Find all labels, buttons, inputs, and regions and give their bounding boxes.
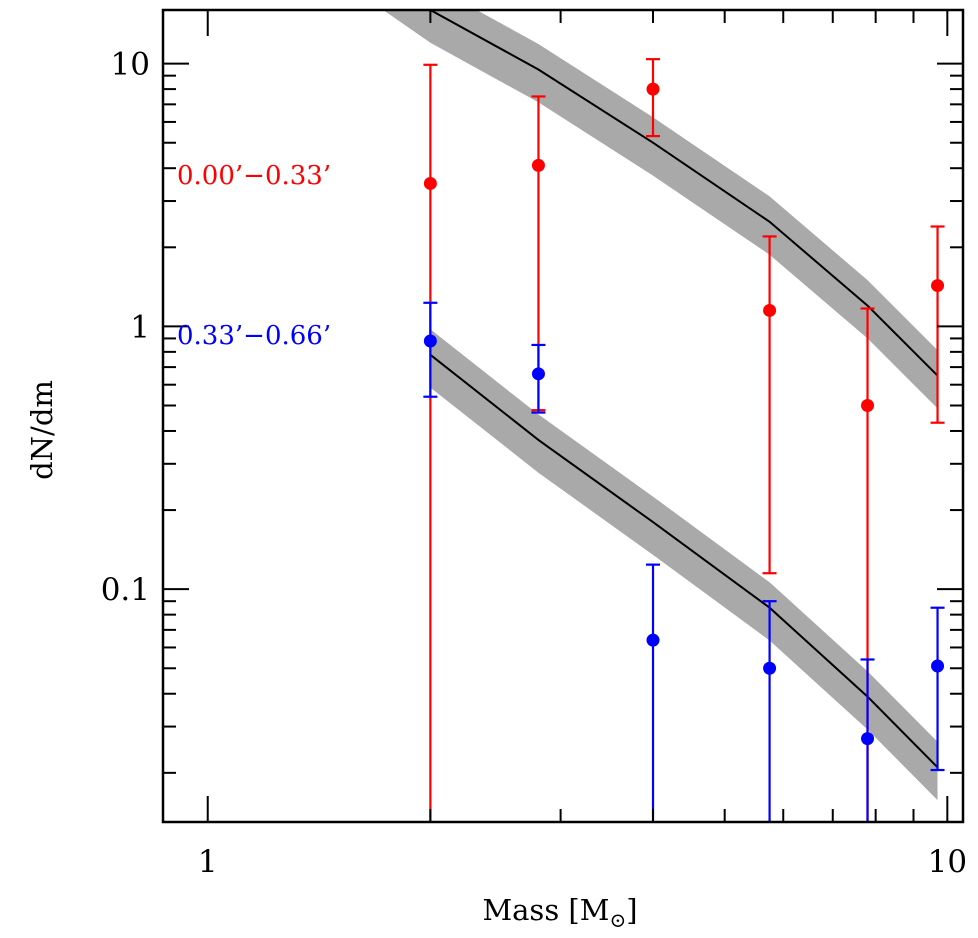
x-axis-label: Mass [M⊙] <box>482 893 637 932</box>
x-tick-label: 10 <box>928 844 967 880</box>
y-tick-label: 10 <box>111 47 150 83</box>
series-label-0: 0.00’−0.33’ <box>177 161 331 191</box>
tick-labels: 1 10 0.1 1 10 <box>101 47 967 880</box>
model-line-series-1 <box>429 354 939 769</box>
model-line-series-0 <box>428 10 939 377</box>
data-point-series-1-point-4 <box>861 732 875 746</box>
x-axis-label-sun-symbol: ⊙ <box>609 908 626 932</box>
x-axis-label-text: Mass [M <box>482 893 609 927</box>
data-point-series-1-point-5 <box>931 659 945 673</box>
data-point-series-1-point-0 <box>423 334 437 348</box>
model-lines <box>428 10 939 769</box>
data-point-series-0-point-2 <box>646 82 660 96</box>
y-tick-label: 0.1 <box>101 572 150 608</box>
data-points <box>423 82 945 746</box>
tick-marks <box>163 10 963 822</box>
data-point-series-0-point-5 <box>931 279 945 293</box>
data-point-series-1-point-2 <box>646 633 660 647</box>
y-axis-label: dN/dm <box>25 380 59 480</box>
model-band-series-0 <box>383 10 938 409</box>
data-point-series-0-point-4 <box>861 399 875 413</box>
data-point-series-1-point-3 <box>763 661 777 675</box>
series-labels: 0.00’−0.33’ 0.33’−0.66’ <box>177 161 331 351</box>
model-band-series-1 <box>430 329 938 801</box>
data-point-series-0-point-3 <box>763 303 777 317</box>
axes-frame <box>161 8 965 824</box>
plot-frame <box>161 8 965 824</box>
x-tick-label: 1 <box>198 844 218 880</box>
model-uncertainty-bands <box>383 10 938 801</box>
series-label-1: 0.33’−0.66’ <box>177 321 331 351</box>
y-tick-label: 1 <box>130 309 150 345</box>
data-point-series-0-point-1 <box>531 158 545 172</box>
x-axis-label-close: ] <box>626 893 637 927</box>
data-point-series-1-point-1 <box>531 367 545 381</box>
data-point-series-0-point-0 <box>423 176 437 190</box>
